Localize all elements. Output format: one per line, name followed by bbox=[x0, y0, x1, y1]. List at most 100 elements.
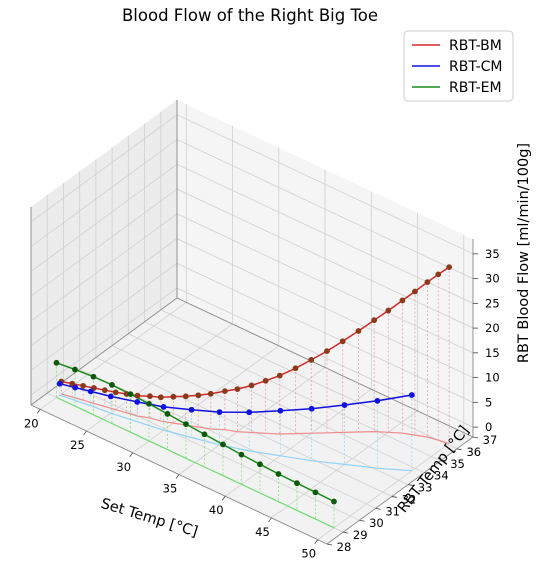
x-tick-mark bbox=[36, 409, 41, 414]
rbt-bm-point bbox=[112, 389, 119, 396]
rbt-bm-point bbox=[80, 382, 86, 389]
y-axis-line bbox=[326, 436, 474, 545]
rbt-bm-point bbox=[292, 365, 299, 372]
rbt-cm-point bbox=[56, 380, 63, 387]
y-tick-mark bbox=[408, 484, 414, 486]
legend: RBT-BM RBT-CM RBT-EM bbox=[403, 30, 514, 102]
y-tick-label: 32 bbox=[402, 492, 417, 506]
y-tick-label: 30 bbox=[369, 516, 384, 530]
x-axis-label: Set Temp [°C] bbox=[99, 496, 200, 541]
rbt-cm-point bbox=[216, 409, 223, 416]
rbt-bm-point bbox=[170, 393, 177, 400]
rbt-em-point bbox=[90, 373, 97, 380]
z-tick-label: 25 bbox=[485, 296, 500, 310]
rbt-bm-point bbox=[91, 385, 97, 391]
rbt-em-point bbox=[257, 461, 263, 468]
z-tick-label: 30 bbox=[485, 272, 500, 286]
rbt-cm-point bbox=[72, 384, 79, 391]
rbt-bm-point bbox=[101, 387, 108, 394]
rbt-bm-point bbox=[446, 264, 453, 271]
y-tick-label: 31 bbox=[385, 504, 400, 518]
y-tick-mark bbox=[375, 507, 381, 510]
rbt-em-point bbox=[127, 391, 134, 397]
y-tick-label: 28 bbox=[337, 540, 352, 554]
rbt-bm-point bbox=[234, 386, 241, 393]
y-tick-label: 34 bbox=[434, 469, 449, 483]
rbt-em-point bbox=[294, 480, 300, 487]
rbt-cm-point bbox=[87, 388, 94, 395]
rbt-em-line bbox=[56, 362, 335, 503]
y-tick-mark bbox=[343, 531, 349, 534]
legend-box bbox=[403, 30, 514, 102]
y-tick-mark bbox=[326, 543, 333, 546]
drop-lines bbox=[56, 267, 450, 528]
z-tick-label: 20 bbox=[485, 321, 500, 335]
series-markers bbox=[53, 264, 453, 505]
rbt-cm-point bbox=[134, 399, 141, 405]
rbt-bm-point bbox=[276, 372, 283, 379]
y-tick-label: 35 bbox=[450, 457, 465, 471]
y-tick-label: 36 bbox=[466, 445, 481, 459]
rbt-bm-point bbox=[435, 271, 442, 278]
rbt-bm-point bbox=[157, 394, 164, 401]
back-floor-edge bbox=[176, 297, 474, 438]
z-tick-label: 15 bbox=[485, 346, 500, 360]
y-tick-mark bbox=[391, 496, 397, 498]
rbt-cm-point bbox=[408, 392, 415, 398]
rbt-em-point bbox=[72, 366, 78, 373]
x-tick-label: 50 bbox=[301, 547, 316, 561]
rbt-bm-point bbox=[248, 382, 255, 389]
rbt-cm-point bbox=[246, 409, 253, 416]
z-tick-label: 5 bbox=[485, 395, 492, 409]
x-tick-mark bbox=[129, 452, 134, 458]
rbt-bm-point bbox=[134, 392, 141, 399]
rbt-em-point bbox=[275, 471, 282, 477]
rbt-cm-floor-projection bbox=[59, 394, 412, 472]
rbt-cm-point bbox=[107, 393, 114, 400]
y-tick-mark bbox=[440, 460, 446, 463]
rbt-bm-point bbox=[385, 307, 392, 314]
rbt-bm-point bbox=[399, 297, 406, 304]
rbt-cm-point bbox=[188, 406, 195, 413]
rbt-bm-point bbox=[195, 392, 202, 399]
rbt-cm-point bbox=[160, 404, 167, 410]
y-tick-mark bbox=[472, 436, 479, 439]
rbt-bm-point bbox=[412, 288, 418, 295]
rbt-cm-point bbox=[341, 402, 348, 408]
rbt-em-point bbox=[109, 382, 115, 388]
y-tick-mark bbox=[424, 472, 430, 475]
rbt-bm-point bbox=[262, 377, 269, 384]
x-tick-mark bbox=[83, 430, 87, 436]
z-tick-label: 0 bbox=[485, 420, 492, 434]
rbt-bm-point bbox=[147, 393, 153, 400]
chart-title: Blood Flow of the Right Big Toe bbox=[122, 6, 378, 25]
rbt-cm-line bbox=[59, 382, 412, 414]
x-tick-label: 40 bbox=[209, 503, 224, 517]
rbt-em-point bbox=[220, 441, 226, 448]
y-tick-mark bbox=[456, 448, 462, 451]
z-axis-label: RBT Blood Flow [ml/min/100g] bbox=[516, 143, 532, 363]
rbt-bm-point bbox=[308, 357, 315, 363]
rbt-em-point bbox=[201, 431, 208, 438]
rbt-bm-point bbox=[182, 393, 189, 400]
z-tick-label: 10 bbox=[485, 371, 500, 385]
rbt-em-point bbox=[53, 359, 60, 366]
z-tick-label: 35 bbox=[485, 247, 500, 261]
rbt-em-point bbox=[312, 489, 319, 496]
rbt-cm-point bbox=[277, 407, 284, 414]
rbt-cm-point bbox=[374, 397, 381, 404]
y-tick-mark bbox=[359, 519, 365, 522]
rbt-bm-point bbox=[424, 279, 431, 286]
rbt-bm-point bbox=[339, 338, 346, 345]
legend-label-rbt-em: RBT-EM bbox=[449, 80, 502, 96]
rbt-em-point bbox=[183, 421, 189, 428]
rbt-em-point bbox=[164, 411, 171, 417]
rbt-em-point bbox=[238, 451, 245, 458]
legend-label-rbt-cm: RBT-CM bbox=[449, 59, 503, 75]
rbt-bm-point bbox=[207, 390, 214, 397]
legend-label-rbt-bm: RBT-BM bbox=[449, 38, 502, 54]
left-wall-pane bbox=[31, 100, 177, 405]
